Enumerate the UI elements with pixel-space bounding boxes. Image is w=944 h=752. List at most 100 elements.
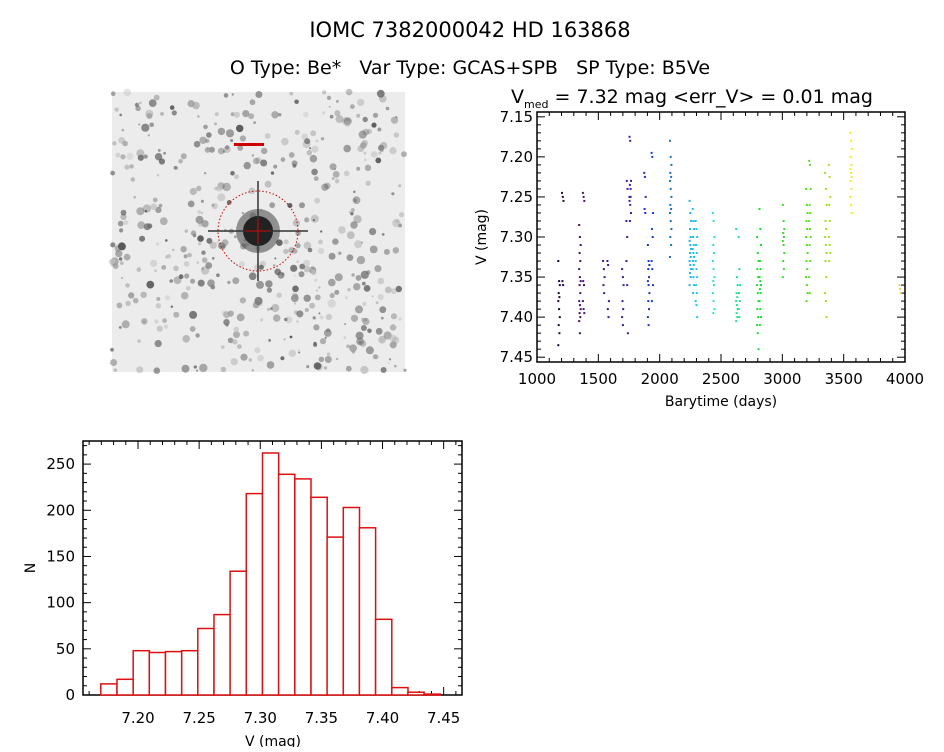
data-point [828,175,831,178]
x-tick-label: 3000 [763,370,801,388]
data-point [760,244,762,246]
star [173,276,182,285]
star [395,219,400,224]
data-point [558,316,561,319]
star [389,147,397,155]
histogram-bar [342,506,361,696]
star [239,297,246,304]
star [264,180,272,188]
star [296,310,304,318]
data-point [579,280,582,283]
data-point [806,252,809,254]
data-point [689,236,692,238]
star [273,164,278,169]
star [265,280,273,288]
star [280,356,285,361]
star [377,127,382,132]
star [134,102,139,107]
star [365,180,371,186]
star [304,307,309,313]
data-point [557,324,560,327]
star [239,135,246,142]
data-point [695,244,698,246]
star [367,328,372,334]
star [345,296,348,300]
histogram-bar [391,686,409,696]
y-tick-label: 200 [46,501,75,519]
data-point [735,292,738,295]
star [362,128,370,136]
star [221,244,226,249]
star [154,340,162,348]
star [324,336,327,339]
data-point [712,244,715,246]
data-point [735,228,738,230]
star [398,184,402,188]
star [205,138,210,144]
star [362,301,367,306]
data-point [669,187,672,190]
star [324,356,332,363]
data-point [759,228,762,230]
star [110,359,118,366]
star [220,366,227,373]
star [398,223,402,228]
star [355,275,362,281]
star [206,132,212,138]
star [256,280,264,289]
star [148,99,157,107]
histogram-bar [132,649,151,696]
data-point [850,212,853,214]
star [255,91,263,98]
data-point [669,171,672,174]
data-point [759,268,762,271]
data-point [713,276,716,279]
star [119,113,122,117]
data-point [824,220,827,222]
star [358,341,362,344]
y-tick-label: 150 [46,547,75,565]
star [169,279,173,283]
data-point [713,236,716,238]
data-point [692,292,694,295]
star [141,123,150,132]
data-point [578,284,581,287]
data-point [646,244,649,246]
star [117,220,124,227]
data-point [805,236,808,238]
star [110,91,116,96]
star [309,154,318,163]
data-point [670,195,673,198]
data-point [782,220,785,222]
histogram-bar [423,693,442,696]
star [332,238,339,245]
data-point [578,304,581,307]
star [292,219,300,227]
star [334,178,340,184]
star [153,367,161,375]
star [318,286,321,289]
star [350,345,353,349]
star [392,247,399,254]
data-point [557,344,560,347]
histogram-plot: V (mag) N 7.20 7.25 7.30 7.35 7.40 7.45 0 50 100… [23,440,463,750]
data-point [759,308,762,311]
data-point [650,300,653,303]
data-point [562,199,565,202]
data-point [630,179,632,182]
data-point [850,175,853,178]
star [274,257,277,260]
data-point [849,179,852,182]
y-tick-label: 7.30 [500,228,533,246]
data-point [669,203,672,206]
star [380,367,387,373]
star [166,254,172,259]
data-point [759,292,762,295]
data-point [670,175,673,178]
star [303,259,310,267]
histogram-bar [261,452,280,696]
star [293,274,296,277]
data-point [808,163,811,166]
data-point [647,324,650,327]
data-point [828,244,831,246]
